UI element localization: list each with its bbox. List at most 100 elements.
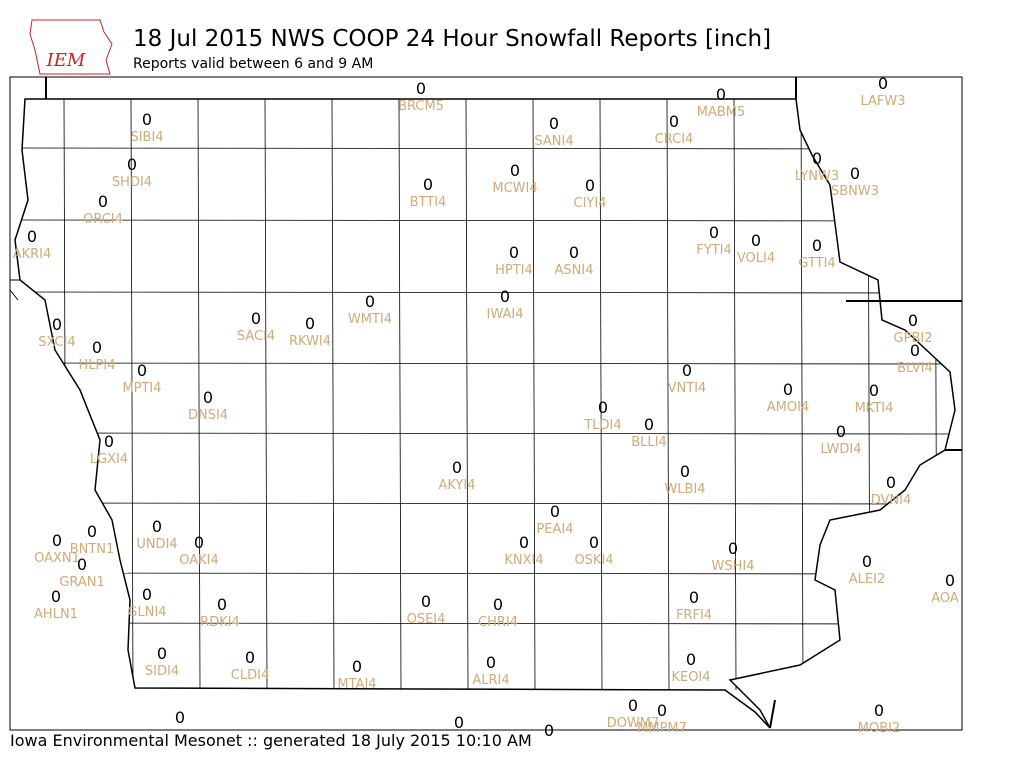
station-value: 0 bbox=[175, 708, 185, 727]
station-id: CRCI4 bbox=[655, 132, 694, 147]
station-id: CIYI4 bbox=[574, 196, 607, 211]
station-value: 0 bbox=[549, 114, 559, 133]
station-id: MKTI4 bbox=[855, 401, 894, 416]
station-id: MPTI4 bbox=[122, 381, 161, 396]
station-id: LWDI4 bbox=[820, 442, 861, 457]
county-line bbox=[197, 99, 201, 691]
station-value: 0 bbox=[812, 149, 822, 168]
station-value: 0 bbox=[217, 595, 227, 614]
station-value: 0 bbox=[77, 555, 87, 574]
station-value: 0 bbox=[127, 155, 137, 174]
station-value: 0 bbox=[510, 161, 520, 180]
station-value: 0 bbox=[27, 227, 37, 246]
station-id: MOBI2 bbox=[858, 721, 900, 736]
station-id: LAFW3 bbox=[860, 94, 905, 109]
county-line bbox=[15, 622, 955, 625]
station-id: KEOI4 bbox=[671, 670, 710, 685]
county-line bbox=[264, 99, 268, 691]
station-value: 0 bbox=[869, 381, 879, 400]
station-value: 0 bbox=[680, 462, 690, 481]
station-value: 0 bbox=[910, 341, 920, 360]
station-id: GRAN1 bbox=[59, 575, 104, 590]
station-value: 0 bbox=[598, 398, 608, 417]
station-id: SXCI4 bbox=[38, 335, 75, 350]
station-id: ASNI4 bbox=[555, 263, 594, 278]
station-value: 0 bbox=[751, 231, 761, 250]
county-line bbox=[15, 219, 955, 222]
station-value: 0 bbox=[689, 588, 699, 607]
station-value: 0 bbox=[908, 311, 918, 330]
county-line bbox=[15, 572, 955, 575]
station-id: TLDI4 bbox=[583, 418, 621, 433]
station-value: 0 bbox=[500, 287, 510, 306]
station-value: 0 bbox=[585, 176, 595, 195]
station-id: WLBI4 bbox=[664, 482, 705, 497]
station-id: OAXN1 bbox=[34, 551, 80, 566]
station-id: GLNI4 bbox=[127, 605, 166, 620]
station-id: FYTI4 bbox=[696, 243, 731, 258]
station-value: 0 bbox=[51, 587, 61, 606]
station-value: 0 bbox=[945, 571, 955, 590]
station-value: 0 bbox=[92, 338, 102, 357]
station-id: HLPI4 bbox=[79, 358, 116, 373]
station-id: AHLN1 bbox=[34, 607, 78, 622]
station-id: ALRI4 bbox=[472, 673, 509, 688]
station-id: DOWM7 bbox=[607, 716, 660, 731]
station-value: 0 bbox=[812, 236, 822, 255]
station-value: 0 bbox=[589, 533, 599, 552]
station-id: ALEI2 bbox=[849, 572, 885, 587]
station-id: RKWI4 bbox=[289, 334, 331, 349]
station-value: 0 bbox=[886, 473, 896, 492]
station-id: VOLI4 bbox=[737, 251, 775, 266]
station-value: 0 bbox=[716, 85, 726, 104]
station-id: SANI4 bbox=[534, 134, 573, 149]
station-id: WMTI4 bbox=[348, 312, 392, 327]
county-line bbox=[331, 99, 335, 691]
station-value: 0 bbox=[421, 592, 431, 611]
station-value: 0 bbox=[251, 309, 261, 328]
station-value: 0 bbox=[305, 314, 315, 333]
station-id: AKYI4 bbox=[438, 478, 475, 493]
county-line bbox=[15, 147, 955, 150]
station-id: OSKI4 bbox=[574, 553, 613, 568]
county-line bbox=[15, 432, 955, 435]
station-value: 0 bbox=[657, 701, 667, 720]
station-value: 0 bbox=[862, 552, 872, 571]
station-id: AKRI4 bbox=[13, 247, 52, 262]
station-value: 0 bbox=[52, 315, 62, 334]
county-line bbox=[15, 502, 955, 505]
station-id: RDKI4 bbox=[200, 615, 240, 630]
county-line bbox=[532, 99, 536, 691]
station-id: OAKI4 bbox=[179, 553, 219, 568]
footer: Iowa Environmental Mesonet :: generated … bbox=[10, 731, 532, 750]
station-id: AMOI4 bbox=[767, 400, 809, 415]
station-id: SHDI4 bbox=[112, 175, 152, 190]
county-line bbox=[398, 99, 402, 691]
station-id: ORCI4 bbox=[83, 212, 123, 227]
station-id: SIDI4 bbox=[145, 664, 179, 679]
station-id: VNTI4 bbox=[668, 381, 707, 396]
station-id: LYNW3 bbox=[795, 169, 839, 184]
station-id: PEAI4 bbox=[536, 522, 573, 537]
station-value: 0 bbox=[152, 517, 162, 536]
station-value: 0 bbox=[850, 164, 860, 183]
station-value: 0 bbox=[709, 223, 719, 242]
station-value: 0 bbox=[142, 585, 152, 604]
station-id: AOA bbox=[931, 591, 959, 606]
station-id: HPTI4 bbox=[495, 263, 533, 278]
station-id: BLVI4 bbox=[897, 361, 933, 376]
station-value: 0 bbox=[509, 243, 519, 262]
station-id: MCWI4 bbox=[492, 181, 537, 196]
station-value: 0 bbox=[454, 713, 464, 732]
station-id: SACI4 bbox=[237, 329, 275, 344]
station-value: 0 bbox=[783, 380, 793, 399]
station-value: 0 bbox=[365, 292, 375, 311]
station-value: 0 bbox=[569, 243, 579, 262]
station-value: 0 bbox=[104, 432, 114, 451]
station-id: GPBI2 bbox=[894, 331, 933, 346]
station-id: OSEI4 bbox=[407, 612, 446, 627]
station-value: 0 bbox=[836, 422, 846, 441]
station-id: SBNW3 bbox=[831, 184, 879, 199]
